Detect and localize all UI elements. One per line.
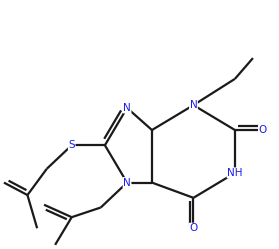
Text: NH: NH — [227, 168, 243, 178]
Text: N: N — [189, 100, 197, 110]
Text: S: S — [68, 140, 75, 150]
Text: N: N — [123, 178, 131, 187]
Text: O: O — [258, 125, 267, 135]
Text: O: O — [189, 223, 198, 233]
Text: N: N — [123, 103, 131, 113]
